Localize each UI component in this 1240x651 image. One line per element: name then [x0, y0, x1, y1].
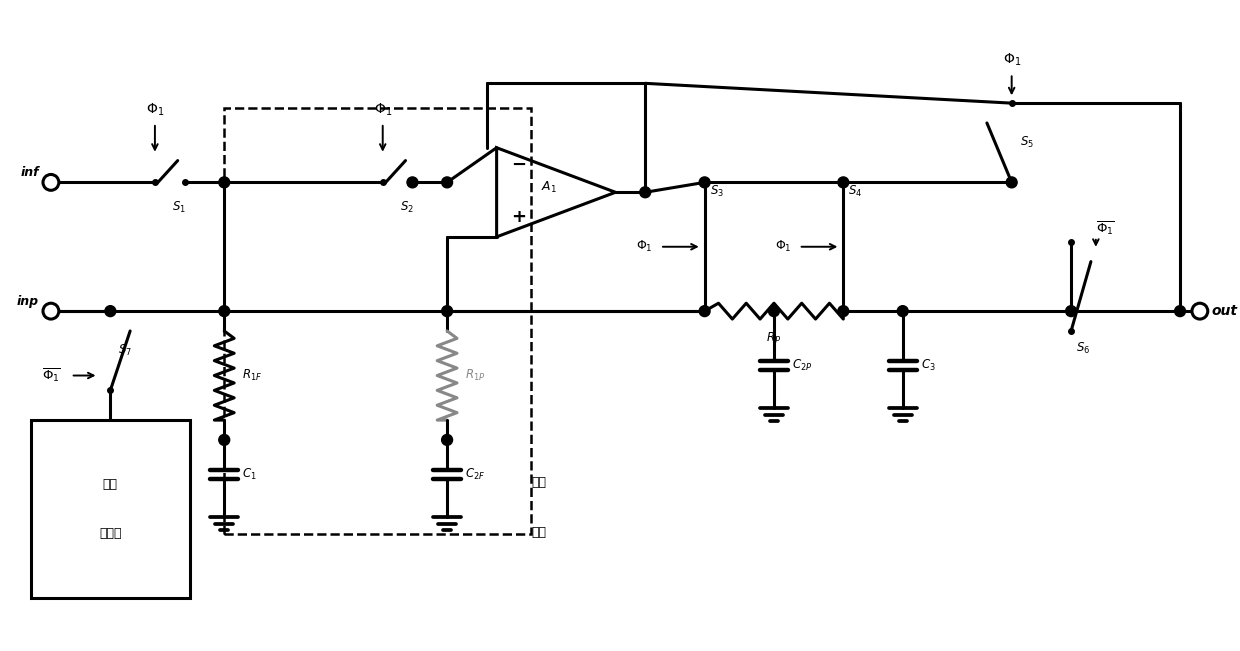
Text: 第二: 第二: [103, 478, 118, 491]
Circle shape: [441, 177, 453, 188]
Text: −: −: [511, 156, 527, 174]
Text: inf: inf: [20, 167, 38, 180]
Circle shape: [407, 177, 418, 188]
Text: $\Phi_1$: $\Phi_1$: [146, 102, 164, 118]
Circle shape: [838, 177, 848, 188]
Text: +: +: [511, 208, 527, 226]
Circle shape: [105, 306, 115, 316]
Text: $S_7$: $S_7$: [118, 343, 133, 358]
Text: $R_P$: $R_P$: [766, 331, 781, 346]
Circle shape: [640, 187, 651, 198]
Text: $S_1$: $S_1$: [172, 201, 186, 215]
Circle shape: [1174, 306, 1185, 316]
Circle shape: [898, 306, 908, 316]
Circle shape: [1006, 177, 1017, 188]
Circle shape: [699, 306, 711, 316]
Text: $S_5$: $S_5$: [1019, 135, 1034, 150]
Circle shape: [838, 306, 848, 316]
Text: $S_3$: $S_3$: [709, 184, 724, 199]
Text: $C_{2F}$: $C_{2F}$: [465, 467, 485, 482]
Text: $R_{1P}$: $R_{1P}$: [465, 368, 485, 383]
Text: $S_6$: $S_6$: [1076, 341, 1090, 356]
Text: $\overline{\Phi_1}$: $\overline{\Phi_1}$: [1096, 219, 1115, 237]
Text: $C_1$: $C_1$: [242, 467, 257, 482]
Circle shape: [1065, 306, 1076, 316]
Circle shape: [699, 177, 711, 188]
Circle shape: [769, 306, 780, 316]
Circle shape: [218, 434, 229, 445]
Circle shape: [43, 174, 58, 190]
Text: $S_2$: $S_2$: [399, 201, 413, 215]
Circle shape: [43, 303, 58, 319]
Text: $C_{2P}$: $C_{2P}$: [792, 358, 812, 373]
Text: $\Phi_1$: $\Phi_1$: [775, 239, 792, 255]
Text: 二阶: 二阶: [531, 477, 547, 490]
Text: $C_3$: $C_3$: [920, 358, 935, 373]
Circle shape: [218, 177, 229, 188]
Bar: [31, 420, 190, 598]
Text: out: out: [1211, 304, 1238, 318]
Text: $S_4$: $S_4$: [848, 184, 863, 199]
Text: 滤波: 滤波: [531, 526, 547, 539]
Circle shape: [441, 434, 453, 445]
Circle shape: [1192, 303, 1208, 319]
Text: $\Phi_1$: $\Phi_1$: [1002, 52, 1021, 68]
Text: $A_1$: $A_1$: [541, 180, 557, 195]
Text: $R_{1F}$: $R_{1F}$: [242, 368, 263, 383]
Text: inp: inp: [17, 295, 38, 308]
Text: $\Phi_1$: $\Phi_1$: [373, 102, 392, 118]
Circle shape: [218, 306, 229, 316]
Circle shape: [441, 306, 453, 316]
Bar: [224, 108, 531, 534]
Text: $\Phi_1$: $\Phi_1$: [636, 239, 653, 255]
Text: 电荷泵: 电荷泵: [99, 527, 122, 540]
Text: $\overline{\Phi_1}$: $\overline{\Phi_1}$: [42, 367, 61, 384]
